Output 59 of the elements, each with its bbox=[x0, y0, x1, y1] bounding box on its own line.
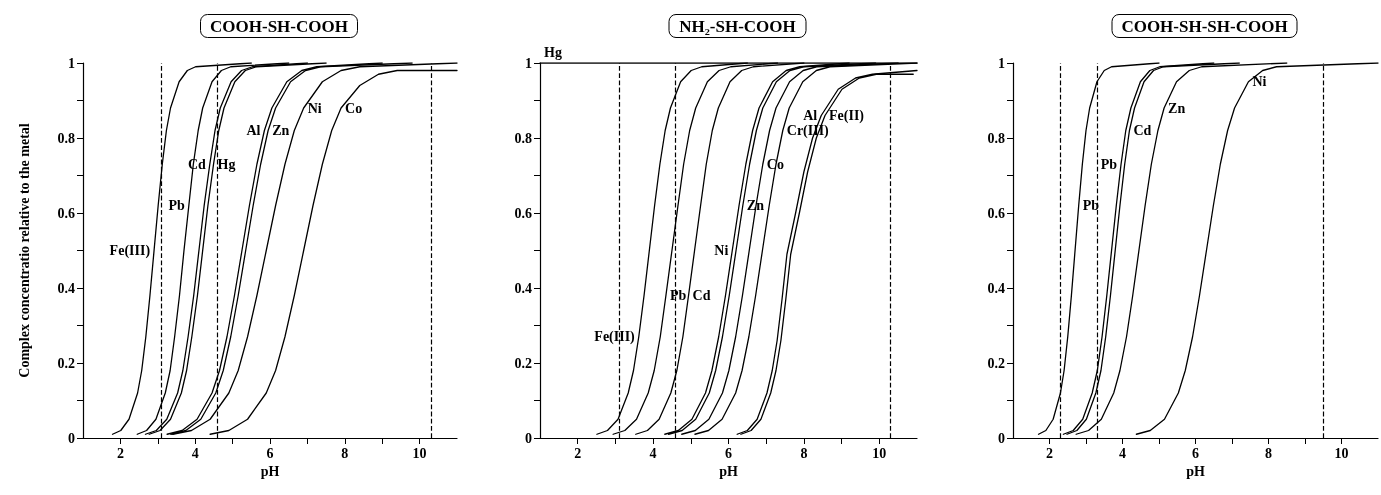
series-label: Fe(III) bbox=[109, 243, 151, 259]
y-tick-label: 1 bbox=[525, 55, 532, 71]
x-tick-label: 4 bbox=[649, 445, 657, 461]
y-tick-label: 0.4 bbox=[57, 280, 75, 296]
series-label: Al bbox=[803, 108, 818, 123]
x-tick-label: 8 bbox=[1265, 445, 1272, 461]
y-axis-title: Complex concentratio relative to the metal bbox=[16, 123, 32, 378]
y-tick-label: 0.6 bbox=[514, 205, 532, 221]
x-tick-label: 2 bbox=[574, 445, 582, 461]
y-tick-label: 1 bbox=[998, 55, 1005, 71]
x-axis-title: pH bbox=[1186, 464, 1205, 480]
x-tick-label: 8 bbox=[341, 445, 349, 461]
x-tick-label: 2 bbox=[116, 445, 124, 461]
series-label: Ni bbox=[307, 100, 322, 116]
y-tick-label: 1 bbox=[68, 55, 75, 71]
series-label: Al bbox=[246, 123, 261, 138]
x-tick-label: 8 bbox=[800, 445, 808, 461]
series-label: Co bbox=[345, 100, 363, 116]
series-label: Hg bbox=[217, 156, 236, 172]
x-tick-label: 4 bbox=[1119, 445, 1126, 461]
series-label: Fe(II) bbox=[829, 108, 865, 124]
x-tick-label: 6 bbox=[1192, 445, 1199, 461]
y-tick-label: 0.2 bbox=[57, 355, 75, 371]
y-tick-label: 0.4 bbox=[987, 280, 1005, 296]
y-tick-label: 0.2 bbox=[514, 355, 532, 371]
x-tick-label: 2 bbox=[1046, 445, 1053, 461]
y-tick-label: 0 bbox=[525, 430, 532, 446]
x-tick-label: 6 bbox=[266, 445, 274, 461]
x-tick-label: 10 bbox=[412, 445, 427, 461]
y-tick-label: 0.6 bbox=[987, 205, 1005, 221]
y-tick-label: 0 bbox=[998, 430, 1005, 446]
series-label: Zn bbox=[1168, 100, 1186, 116]
series-label: Ni bbox=[714, 243, 729, 258]
x-axis-title: pH bbox=[260, 464, 280, 480]
x-tick-label: 6 bbox=[725, 445, 732, 461]
series-label: Pb bbox=[1082, 198, 1100, 213]
x-tick-label: 10 bbox=[872, 445, 887, 461]
y-tick-label: 0.8 bbox=[514, 130, 532, 146]
series-label: Cd bbox=[1133, 123, 1152, 138]
y-tick-label: 0.8 bbox=[57, 130, 75, 146]
y-tick-label: 0.2 bbox=[987, 355, 1005, 371]
series-label: Pb bbox=[168, 198, 186, 213]
series-label: Ni bbox=[1252, 74, 1267, 90]
x-axis-title: pH bbox=[719, 464, 738, 480]
series-label: Cd bbox=[692, 288, 711, 303]
chart-title: NH₂-SH-COOH bbox=[679, 17, 796, 36]
y-tick-label: 0.8 bbox=[987, 130, 1005, 146]
x-tick-label: 10 bbox=[1334, 445, 1349, 461]
series-label: Fe(III) bbox=[594, 329, 636, 346]
x-tick-label: 4 bbox=[191, 445, 199, 461]
y-tick-label: 0.6 bbox=[57, 205, 75, 221]
series-label: Pb bbox=[1100, 156, 1118, 172]
series-label: Hg bbox=[544, 44, 562, 60]
chart-title: COOH-SH-SH-COOH bbox=[1121, 17, 1288, 36]
y-tick-label: 0.4 bbox=[514, 280, 532, 296]
chart-title: COOH-SH-COOH bbox=[210, 17, 348, 36]
series-label: Zn bbox=[272, 123, 290, 138]
y-tick-label: 0 bbox=[68, 430, 75, 446]
series-label: Pb bbox=[669, 288, 687, 303]
